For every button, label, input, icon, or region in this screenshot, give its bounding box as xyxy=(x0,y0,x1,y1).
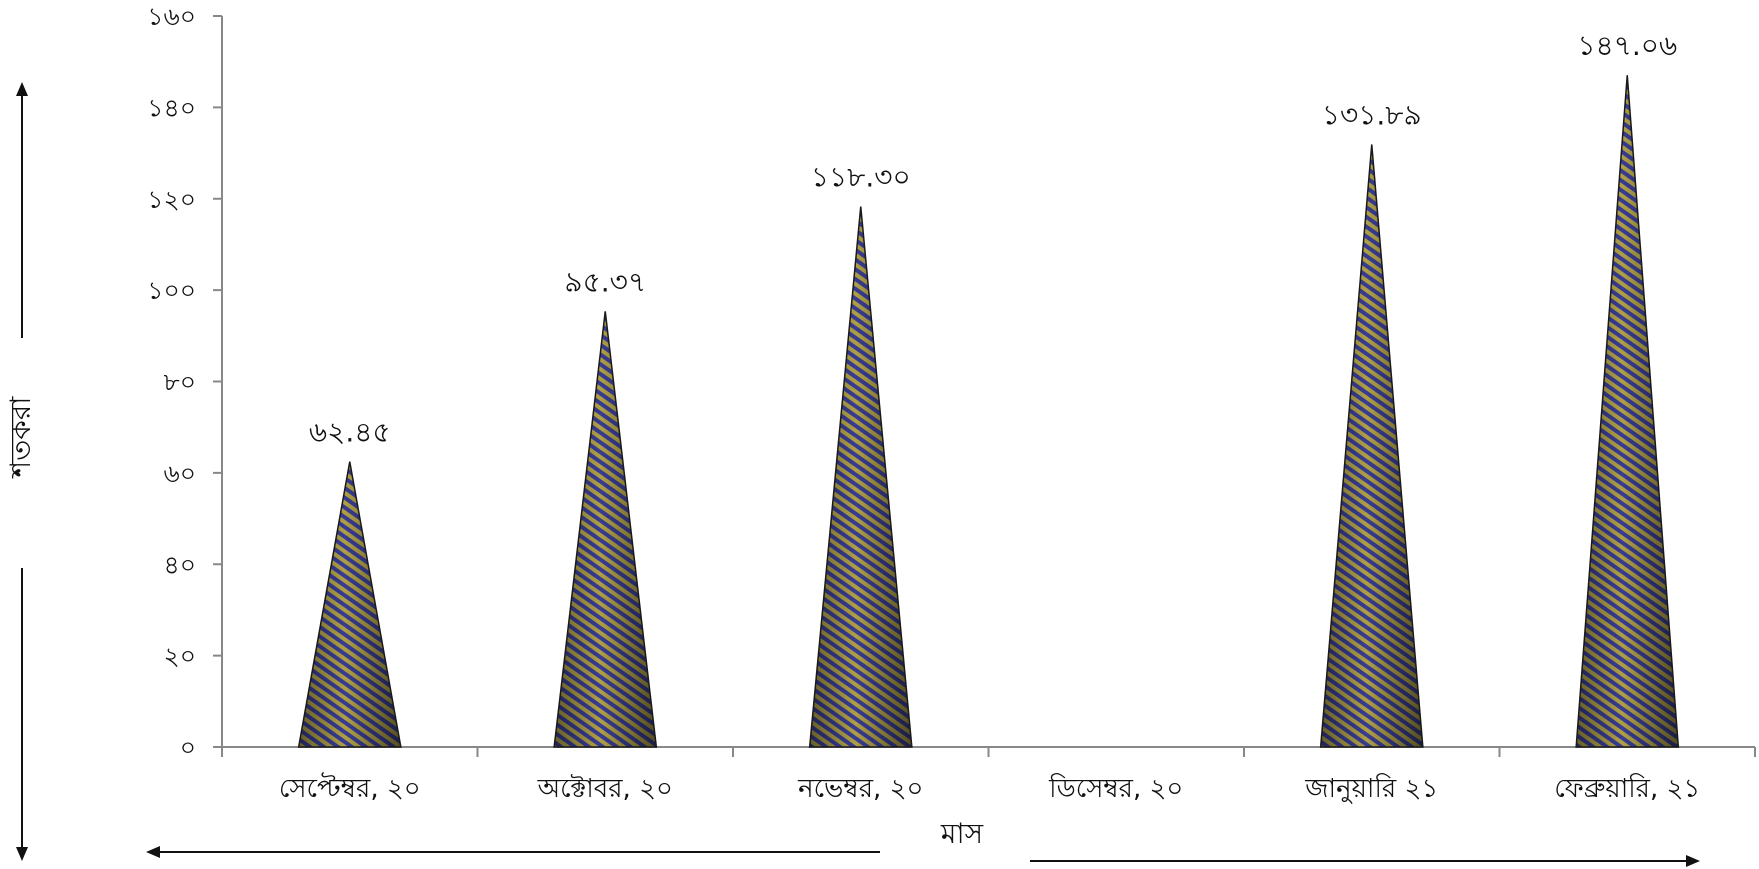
y-tick-label: ১৪০ xyxy=(147,93,196,122)
y-tick-label: ৪০ xyxy=(164,550,196,579)
bar-cone-outline xyxy=(553,311,658,748)
bar-cone-shade xyxy=(554,311,657,747)
y-axis: ০ ২০ ৪০ ৬০ ৮০ ১০০ ১২০ ১৪০ ১৬০ xyxy=(147,2,223,762)
data-label: ৬২.৪৫ xyxy=(309,416,391,449)
x-tick-label: অক্টোবর, ২০ xyxy=(537,774,673,804)
bar-cone xyxy=(808,206,913,748)
x-tick-label: সেপ্টেম্বর, ২০ xyxy=(279,772,421,804)
data-label: ১৪৭.০৬ xyxy=(1577,29,1677,62)
bars-group xyxy=(297,75,1680,748)
x-axis-left-arrow-head xyxy=(146,846,160,858)
data-label: ১১৮.৩০ xyxy=(811,161,911,194)
bar-cone xyxy=(1319,144,1424,748)
bar-cone-shade xyxy=(298,461,401,747)
x-axis-title-group: মাস xyxy=(146,817,1700,867)
data-labels-group: ৬২.৪৫ ৯৫.৩৭ ১১৮.৩০ ১৩১.৮৯ ১৪৭.০৬ xyxy=(309,29,1677,449)
y-tick-label: ২০ xyxy=(163,642,196,671)
x-axis-title: মাস xyxy=(940,817,984,850)
bar-cone xyxy=(297,461,402,748)
x-axis: সেপ্টেম্বর, ২০ অক্টোবর, ২০ নভেম্বর, ২০ ডিসে… xyxy=(221,746,1756,804)
y-tick-label: ১০০ xyxy=(147,276,196,305)
x-tick-label: ডিসেম্বর, ২০ xyxy=(1048,773,1183,804)
y-tick-label: ৬০ xyxy=(163,459,196,488)
bar-cone xyxy=(1575,75,1680,748)
x-axis-right-arrow-head xyxy=(1686,855,1700,867)
y-tick-label: ৮০ xyxy=(164,368,196,397)
bar-cone xyxy=(553,311,658,748)
bar-cone-outline xyxy=(297,461,402,748)
data-label: ১৩১.৮৯ xyxy=(1322,98,1422,131)
bar-cone-shade xyxy=(1576,75,1679,747)
bar-cone-shade xyxy=(1320,144,1423,748)
y-tick-label: ১৬০ xyxy=(147,2,196,31)
bar-cone-outline xyxy=(1319,144,1424,748)
x-tick-label: ফেব্রুয়ারি, ২১ xyxy=(1554,773,1700,804)
y-tick-label: ১২০ xyxy=(147,185,196,214)
x-tick-label: নভেম্বর, ২০ xyxy=(797,774,923,804)
y-axis-title-group: শতকরা xyxy=(4,82,37,861)
bar-cone-shade xyxy=(809,206,912,748)
y-axis-title: শতকরা xyxy=(4,396,37,480)
y-tick-label: ০ xyxy=(180,733,196,762)
y-axis-up-arrow-head xyxy=(16,82,28,96)
bar-cone-outline xyxy=(1575,75,1680,748)
data-label: ৯৫.৩৭ xyxy=(564,265,646,298)
bar-cone-outline xyxy=(808,206,913,748)
y-axis-down-arrow-head xyxy=(16,847,28,861)
x-tick-label: জানুয়ারি ২১ xyxy=(1304,773,1438,804)
